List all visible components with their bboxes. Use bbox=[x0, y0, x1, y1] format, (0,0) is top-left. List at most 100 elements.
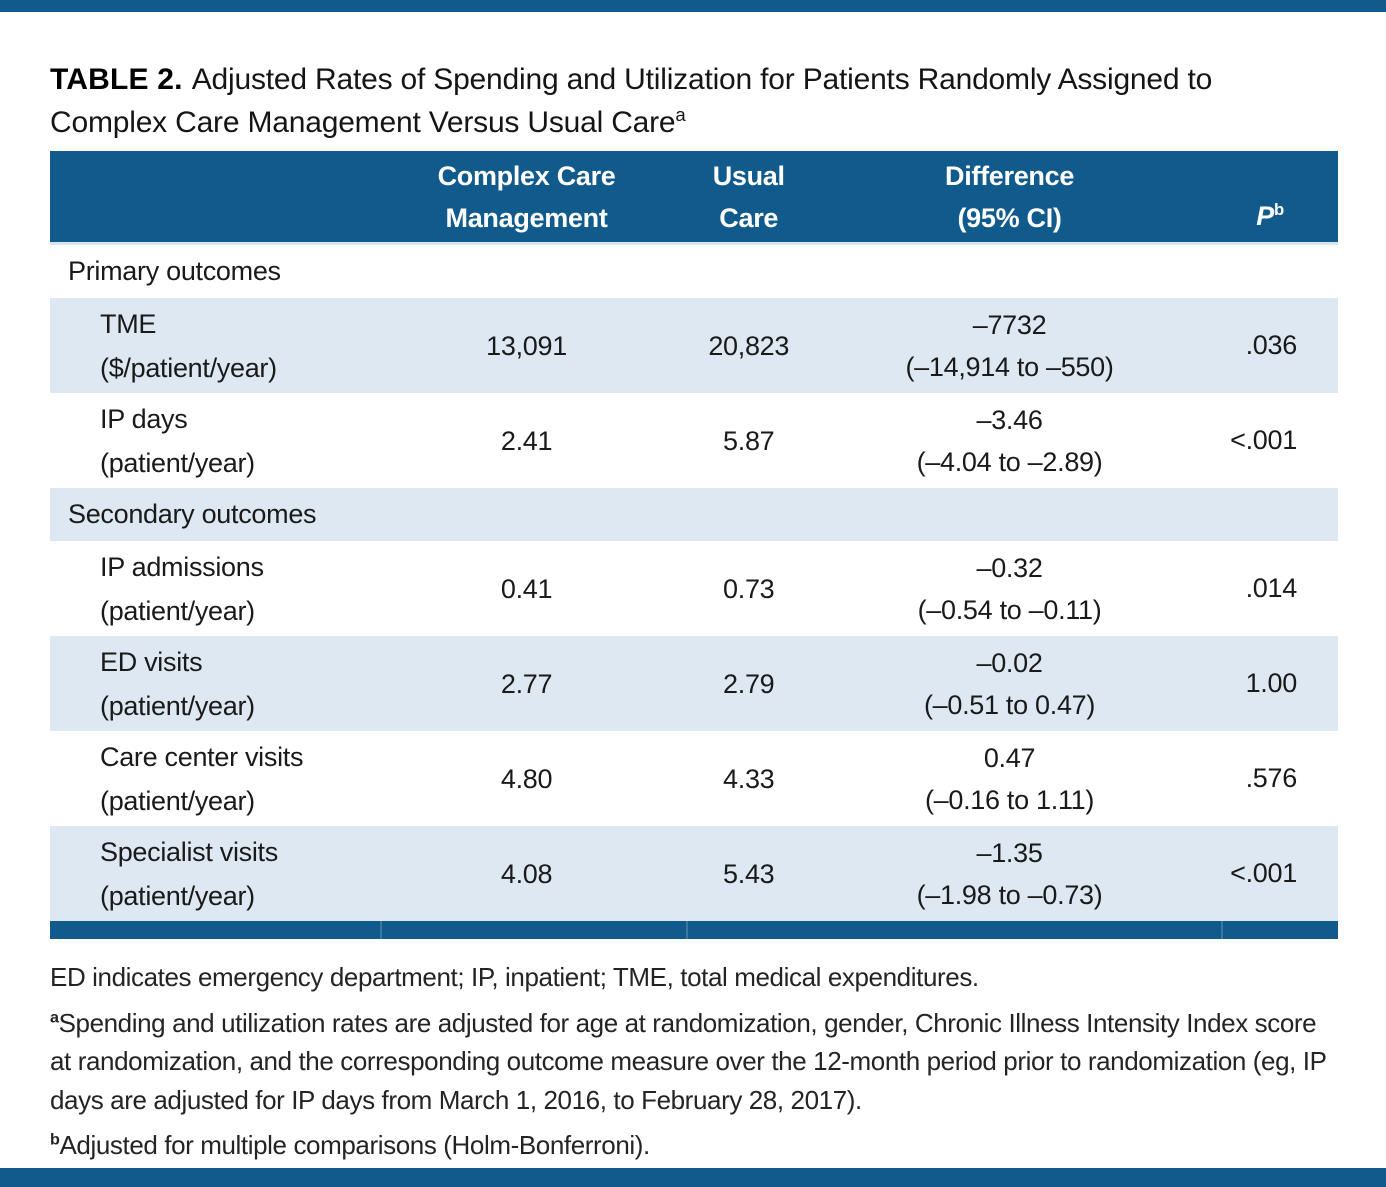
table-row-ip-admissions: IP admissions (patient/year) 0.41 0.73 –… bbox=[50, 541, 1338, 636]
difference-ci: (–0.54 to –0.11) bbox=[917, 594, 1102, 625]
row-label-line2: (patient/year) bbox=[100, 690, 255, 721]
cell-usual-care: 20,823 bbox=[708, 330, 790, 361]
footnote-b-text: Adjusted for multiple comparisons (Holm-… bbox=[59, 1130, 650, 1160]
difference-ci: (–1.98 to –0.73) bbox=[916, 879, 1103, 910]
page-bottom-rule bbox=[0, 1168, 1386, 1187]
difference-ci: (–0.51 to 0.47) bbox=[923, 689, 1096, 720]
col-header-empty bbox=[50, 151, 391, 242]
cell-difference: –1.35 (–1.98 to –0.73) bbox=[836, 826, 1184, 921]
cell-difference: –7732 (–14,914 to –550) bbox=[836, 298, 1184, 393]
footnote-b-marker: b bbox=[50, 1130, 60, 1149]
footnote-a: aSpending and utilization rates are adju… bbox=[50, 1004, 1338, 1120]
cell-usual-care: 4.33 bbox=[723, 763, 775, 794]
cell-difference: –3.46 (–4.04 to –2.89) bbox=[836, 393, 1184, 488]
table-title-text: Adjusted Rates of Spending and Utilizati… bbox=[191, 63, 1213, 96]
table-title-line1: TABLE 2. Adjusted Rates of Spending and U… bbox=[50, 58, 1338, 101]
cell-complex-care: 13,091 bbox=[486, 330, 567, 361]
cell-complex-care: 4.08 bbox=[500, 858, 553, 889]
table-title-text-2: Complex Care Management Versus Usual Car… bbox=[50, 106, 676, 139]
section-row-primary-outcomes: Primary outcomes bbox=[50, 245, 1338, 298]
cell-usual-care: 5.87 bbox=[723, 425, 775, 456]
col-header-usual-care-line2: Care bbox=[719, 202, 779, 233]
difference-value: –1.35 bbox=[976, 837, 1043, 868]
row-label-line1: IP admissions bbox=[100, 551, 264, 582]
row-label: Care center visits (patient/year) bbox=[50, 731, 391, 826]
section-row-secondary-outcomes: Secondary outcomes bbox=[50, 488, 1338, 541]
table-header-row: Complex Care Management Usual Care Diffe… bbox=[50, 151, 1338, 245]
row-label-line2: ($/patient/year) bbox=[100, 352, 277, 383]
footnote-b: bAdjusted for multiple comparisons (Holm… bbox=[50, 1126, 1338, 1165]
table-row-ip-days: IP days (patient/year) 2.41 5.87 –3.46 (… bbox=[50, 393, 1338, 488]
col-header-complex-care: Complex Care Management bbox=[391, 151, 661, 242]
table-row-care-center-visits: Care center visits (patient/year) 4.80 4… bbox=[50, 731, 1338, 826]
table-bottom-bar bbox=[50, 921, 1338, 939]
p-footnote-marker: b bbox=[1274, 200, 1284, 219]
footnote-a-text: Spending and utilization rates are adjus… bbox=[50, 1007, 1327, 1115]
p-label: P bbox=[1256, 201, 1275, 231]
row-label: TME ($/patient/year) bbox=[50, 298, 391, 393]
cell-usual-care: 5.43 bbox=[723, 858, 775, 889]
row-label: IP days (patient/year) bbox=[50, 393, 391, 488]
footnote-abbreviations: ED indicates emergency department; IP, i… bbox=[50, 962, 979, 992]
cell-complex-care: 2.41 bbox=[500, 425, 553, 456]
row-label-line1: Care center visits bbox=[100, 741, 304, 772]
cell-complex-care: 2.77 bbox=[500, 668, 553, 699]
cell-p-value: <.001 bbox=[1230, 858, 1297, 888]
col-header-complex-care-line2: Management bbox=[445, 202, 608, 233]
row-label-line2: (patient/year) bbox=[100, 880, 255, 911]
cell-p-value: .014 bbox=[1245, 573, 1298, 603]
row-label-line1: Specialist visits bbox=[100, 836, 278, 867]
row-label-line1: IP days bbox=[100, 403, 188, 434]
bottom-bar-divider bbox=[379, 921, 382, 939]
table-row-tme: TME ($/patient/year) 13,091 20,823 –7732… bbox=[50, 298, 1338, 393]
cell-p-value: 1.00 bbox=[1245, 668, 1298, 698]
p-value-header: Pb bbox=[1256, 201, 1284, 231]
col-header-complex-care-line1: Complex Care bbox=[437, 160, 616, 191]
row-label-line2: (patient/year) bbox=[100, 447, 255, 478]
difference-value: –3.46 bbox=[976, 404, 1043, 435]
row-label-line2: (patient/year) bbox=[100, 595, 255, 626]
table-number-label: TABLE 2. bbox=[50, 63, 183, 96]
cell-p-value: .576 bbox=[1245, 763, 1298, 793]
table-figure: TABLE 2. Adjusted Rates of Spending and U… bbox=[50, 0, 1338, 1172]
difference-ci: (–0.16 to 1.11) bbox=[924, 784, 1095, 815]
col-header-difference-line1: Difference bbox=[945, 160, 1075, 191]
difference-value: –0.32 bbox=[976, 552, 1043, 583]
row-label-line1: TME bbox=[100, 308, 157, 339]
col-header-difference: Difference (95% CI) bbox=[836, 151, 1184, 242]
row-label: ED visits (patient/year) bbox=[50, 636, 391, 731]
table-row-ed-visits: ED visits (patient/year) 2.77 2.79 –0.02… bbox=[50, 636, 1338, 731]
cell-difference: 0.47 (–0.16 to 1.11) bbox=[836, 731, 1184, 826]
col-header-difference-line2: (95% CI) bbox=[957, 202, 1062, 233]
difference-value: 0.47 bbox=[983, 742, 1036, 773]
table-row-specialist-visits: Specialist visits (patient/year) 4.08 5.… bbox=[50, 826, 1338, 921]
difference-value: –0.02 bbox=[976, 647, 1043, 678]
cell-usual-care: 2.79 bbox=[723, 668, 775, 699]
cell-difference: –0.02 (–0.51 to 0.47) bbox=[836, 636, 1184, 731]
difference-value: –7732 bbox=[972, 309, 1047, 340]
page-top-rule bbox=[0, 0, 1386, 12]
cell-complex-care: 0.41 bbox=[500, 573, 553, 604]
col-header-usual-care: Usual Care bbox=[662, 151, 836, 242]
table-footnotes: ED indicates emergency department; IP, i… bbox=[50, 958, 1338, 1165]
table-title: TABLE 2. Adjusted Rates of Spending and U… bbox=[50, 58, 1338, 144]
row-label-line2: (patient/year) bbox=[100, 785, 255, 816]
row-label: Specialist visits (patient/year) bbox=[50, 826, 391, 921]
row-label: IP admissions (patient/year) bbox=[50, 541, 391, 636]
table-title-line2: Complex Care Management Versus Usual Car… bbox=[50, 101, 1338, 144]
difference-ci: (–4.04 to –2.89) bbox=[916, 446, 1103, 477]
cell-usual-care: 0.73 bbox=[723, 573, 775, 604]
difference-ci: (–14,914 to –550) bbox=[905, 351, 1114, 382]
title-footnote-marker: a bbox=[675, 104, 686, 125]
cell-complex-care: 4.80 bbox=[500, 763, 553, 794]
col-header-p-value: Pb bbox=[1183, 151, 1338, 242]
row-label-line1: ED visits bbox=[100, 646, 203, 677]
cell-difference: –0.32 (–0.54 to –0.11) bbox=[836, 541, 1184, 636]
bottom-bar-divider bbox=[686, 921, 689, 939]
footnote-a-marker: a bbox=[50, 1007, 59, 1026]
cell-p-value: <.001 bbox=[1230, 425, 1297, 455]
outcomes-table: Complex Care Management Usual Care Diffe… bbox=[50, 151, 1338, 939]
section-heading: Primary outcomes bbox=[68, 256, 281, 286]
cell-p-value: .036 bbox=[1245, 330, 1298, 360]
